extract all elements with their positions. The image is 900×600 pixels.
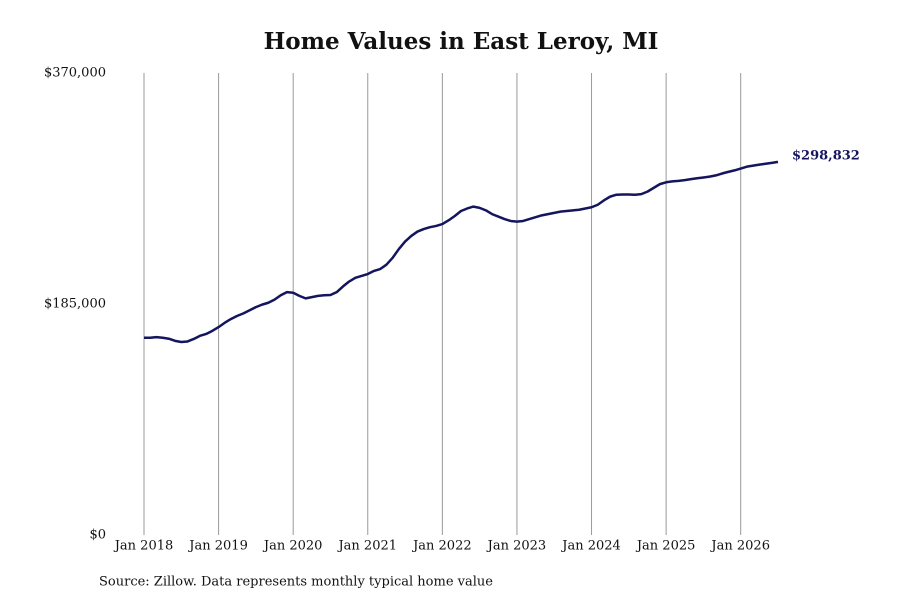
x-tick-label: Jan 2024 (560, 539, 621, 554)
x-tick-label: Jan 2023 (486, 539, 547, 554)
y-tick-label: $370,000 (44, 66, 106, 81)
x-tick-label: Jan 2026 (709, 539, 770, 554)
x-tick-label: Jan 2019 (187, 539, 248, 554)
y-tick-label: $185,000 (44, 297, 106, 312)
x-tick-label: Jan 2018 (113, 539, 174, 554)
x-tick-label: Jan 2022 (411, 539, 472, 554)
source-note: Source: Zillow. Data represents monthly … (99, 575, 493, 590)
line-series (144, 160, 779, 344)
x-tick-label: Jan 2025 (635, 539, 696, 554)
x-tick-label: Jan 2021 (336, 539, 397, 554)
value-label: $298,832 (792, 148, 860, 163)
y-tick-label: $0 (89, 528, 106, 543)
x-tick-label: Jan 2020 (262, 539, 323, 554)
chart-title: Home Values in East Leroy, MI (264, 28, 659, 55)
